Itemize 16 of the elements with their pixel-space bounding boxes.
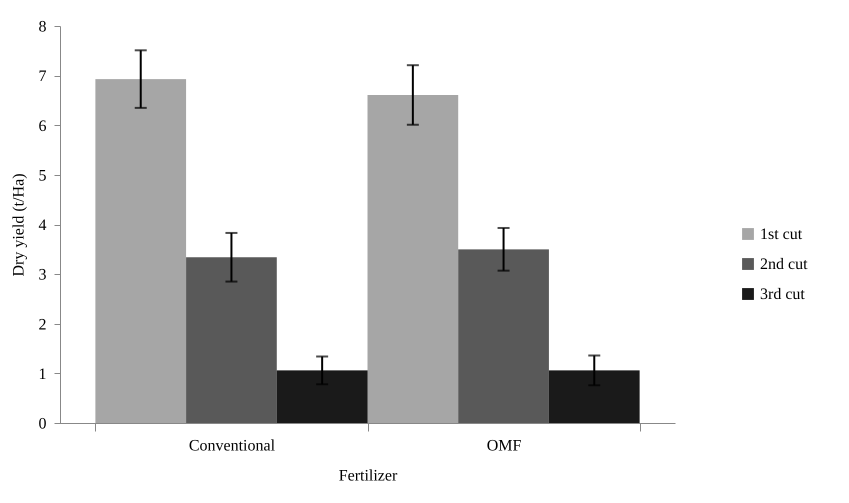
y-tick-label: 8	[38, 18, 46, 36]
x-axis-title: Fertilizer	[338, 468, 398, 484]
y-axis-title: Dry yield (t/Ha)	[10, 173, 28, 277]
y-tick-label: 3	[38, 266, 46, 284]
y-tick-label: 6	[38, 118, 46, 135]
x-tick-label: Conventional	[188, 438, 276, 454]
legend-label: 3rd cut	[760, 286, 806, 303]
y-tick-label: 5	[38, 167, 46, 184]
y-tick-label: 1	[38, 366, 46, 383]
y-tick-label: 4	[38, 217, 46, 234]
y-tick-label: 0	[38, 416, 46, 432]
legend-label: 1st cut	[760, 226, 803, 243]
y-tick-label: 7	[38, 68, 46, 86]
x-tick-label: OMF	[486, 438, 522, 454]
y-tick-label: 2	[38, 316, 46, 334]
legend-label: 2nd cut	[760, 256, 808, 273]
